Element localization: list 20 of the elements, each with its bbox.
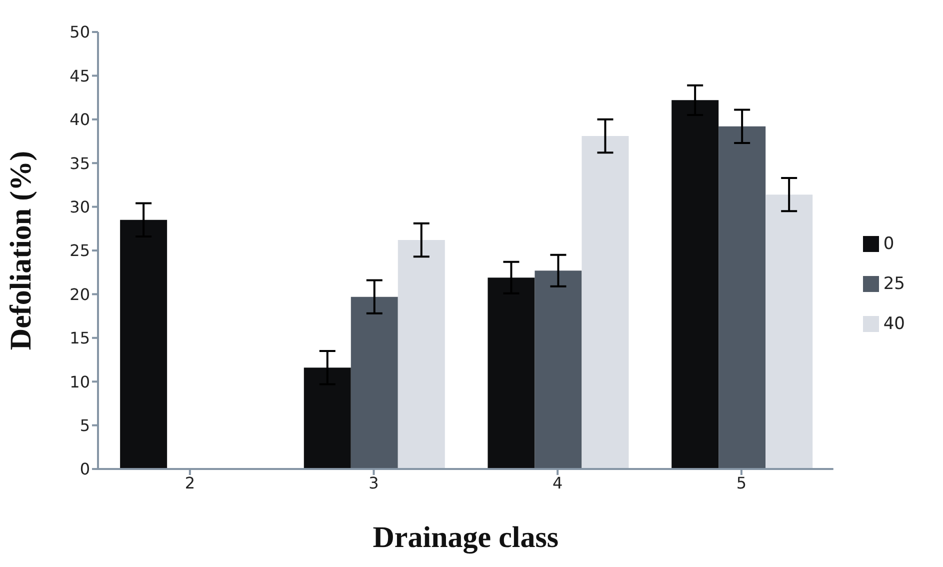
y-tick-label: 40: [70, 110, 90, 130]
legend-label: 40: [883, 314, 905, 334]
y-tick-label: 45: [70, 66, 90, 86]
y-tick-label: 5: [80, 416, 90, 435]
x-axis-title: Drainage class: [372, 521, 559, 554]
x-tick-label: 3: [368, 473, 379, 492]
y-axis-title: Defoliation (%): [4, 150, 38, 350]
x-tick-label: 4: [552, 473, 563, 492]
legend-label: 0: [883, 234, 894, 254]
legend-label: 25: [883, 274, 905, 294]
y-tick-label: 20: [70, 284, 90, 304]
y-tick-label: 50: [70, 22, 90, 42]
y-tick-label: 10: [70, 372, 90, 392]
x-tick-label: 5: [736, 473, 747, 492]
y-tick-label: 25: [70, 241, 90, 260]
y-tick-label: 35: [70, 154, 90, 173]
x-tick-label: 2: [184, 473, 196, 492]
y-tick-label: 0: [80, 460, 90, 479]
y-tick-label: 30: [70, 197, 90, 216]
y-tick-label: 15: [70, 328, 90, 348]
